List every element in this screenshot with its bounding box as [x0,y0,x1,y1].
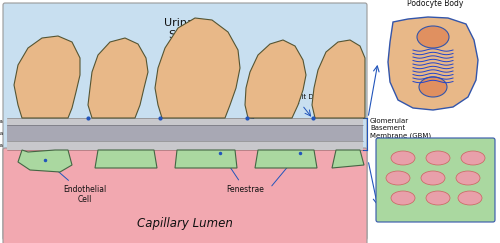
Ellipse shape [426,151,450,165]
Text: Capillary Lumen: Capillary Lumen [137,217,233,230]
Polygon shape [245,40,306,118]
FancyBboxPatch shape [376,138,495,222]
Ellipse shape [458,191,482,205]
Ellipse shape [391,191,415,205]
Polygon shape [18,150,72,172]
Ellipse shape [391,151,415,165]
Bar [7,125,363,141]
Text: Lamina rara interna: Lamina rara interna [0,143,3,148]
Text: Endothelial
Cell: Endothelial Cell [48,163,106,204]
Polygon shape [155,18,240,118]
Text: Urinary
Space: Urinary Space [164,18,205,40]
Bar [7,118,363,125]
Polygon shape [332,150,364,168]
Text: Slit Diaphragm: Slit Diaphragm [250,94,347,118]
Ellipse shape [461,151,485,165]
Ellipse shape [419,77,447,97]
Text: Fenestrae: Fenestrae [222,155,264,194]
Polygon shape [175,150,237,168]
Polygon shape [388,17,478,110]
Ellipse shape [421,171,445,185]
Ellipse shape [417,26,449,48]
Text: Podocyte Body: Podocyte Body [408,0,464,8]
Polygon shape [14,36,80,118]
Ellipse shape [456,171,480,185]
Text: Glomerular
Basement
Membrane (GBM): Glomerular Basement Membrane (GBM) [370,118,431,139]
Polygon shape [255,150,317,168]
Ellipse shape [386,171,410,185]
Polygon shape [95,150,157,168]
Text: Podocyte
Foot
Process: Podocyte Foot Process [178,65,212,95]
Text: Lamina rara externa: Lamina rara externa [0,119,3,124]
FancyBboxPatch shape [3,148,367,243]
Polygon shape [88,38,148,118]
Text: Lamina densa: Lamina densa [0,130,3,136]
Polygon shape [312,40,365,118]
Bar [7,141,363,150]
Ellipse shape [426,191,450,205]
FancyBboxPatch shape [3,3,367,240]
